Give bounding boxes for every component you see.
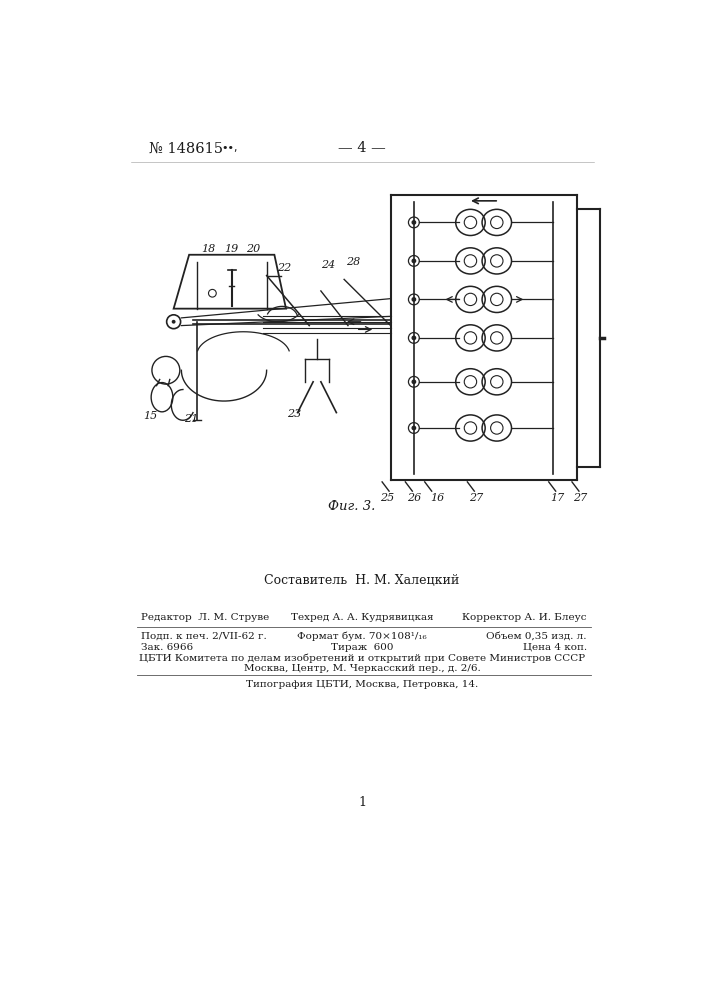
Text: Москва, Центр, М. Черкасский пер., д. 2/6.: Москва, Центр, М. Черкасский пер., д. 2/… — [244, 664, 480, 673]
Text: 27: 27 — [573, 493, 588, 503]
Text: — 4 —: — 4 — — [338, 141, 386, 155]
Text: Цена 4 коп.: Цена 4 коп. — [522, 643, 587, 652]
Text: 18: 18 — [201, 244, 216, 254]
Circle shape — [412, 298, 416, 301]
Text: 17: 17 — [550, 493, 564, 503]
Text: ••,: ••, — [222, 143, 238, 153]
Text: Тираж  600: Тираж 600 — [331, 643, 393, 652]
Text: 1: 1 — [358, 796, 366, 809]
Text: 21: 21 — [185, 414, 199, 424]
Text: 15: 15 — [144, 411, 158, 421]
Text: 23: 23 — [286, 409, 301, 419]
Circle shape — [172, 320, 175, 324]
Text: Объем 0,35 изд. л.: Объем 0,35 изд. л. — [486, 632, 587, 641]
Circle shape — [412, 426, 416, 430]
Text: 27: 27 — [469, 493, 483, 503]
Text: ЦБТИ Комитета по делам изобретений и открытий при Совете Министров СССР: ЦБТИ Комитета по делам изобретений и отк… — [139, 653, 585, 663]
Text: 19: 19 — [225, 244, 239, 254]
Text: 20: 20 — [246, 244, 261, 254]
Text: Типография ЦБТИ, Москва, Петровка, 14.: Типография ЦБТИ, Москва, Петровка, 14. — [246, 680, 478, 689]
Circle shape — [412, 336, 416, 340]
Circle shape — [412, 380, 416, 383]
Text: Зак. 6966: Зак. 6966 — [141, 643, 193, 652]
Text: Составитель  Н. М. Халецкий: Составитель Н. М. Халецкий — [264, 574, 460, 587]
Text: Подп. к печ. 2/VII-62 г.: Подп. к печ. 2/VII-62 г. — [141, 632, 267, 641]
Text: 16: 16 — [430, 493, 444, 503]
Circle shape — [412, 221, 416, 224]
Text: Формат бум. 70×108¹/₁₆: Формат бум. 70×108¹/₁₆ — [297, 632, 427, 641]
Text: 28: 28 — [346, 257, 361, 267]
Text: Корректор А. И. Блеус: Корректор А. И. Блеус — [462, 613, 587, 622]
Text: Техред А. А. Кудрявицкая: Техред А. А. Кудрявицкая — [291, 613, 433, 622]
Text: Фиг. 3.: Фиг. 3. — [328, 500, 375, 513]
Text: Редактор  Л. М. Струве: Редактор Л. М. Струве — [141, 613, 269, 622]
Text: 24: 24 — [322, 260, 336, 270]
Text: № 148615: № 148615 — [149, 141, 223, 155]
Text: 22: 22 — [276, 263, 291, 273]
Text: 25: 25 — [380, 493, 394, 503]
Text: 26: 26 — [407, 493, 421, 503]
Circle shape — [412, 259, 416, 263]
